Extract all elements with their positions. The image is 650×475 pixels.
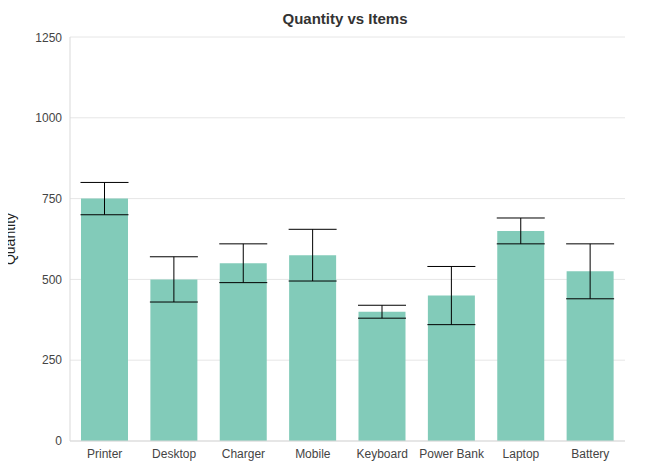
svg-text:Printer: Printer	[87, 447, 122, 461]
svg-text:250: 250	[42, 353, 62, 367]
svg-text:1250: 1250	[35, 31, 62, 45]
svg-text:Keyboard: Keyboard	[357, 447, 408, 461]
svg-text:500: 500	[42, 273, 62, 287]
svg-text:Quantity: Quantity	[8, 213, 18, 265]
svg-text:Power Bank: Power Bank	[419, 447, 485, 461]
svg-text:Battery: Battery	[571, 447, 609, 461]
svg-text:Charger: Charger	[222, 447, 265, 461]
svg-text:Laptop: Laptop	[503, 447, 540, 461]
svg-text:750: 750	[42, 192, 62, 206]
svg-text:1000: 1000	[35, 111, 62, 125]
html-text:Quantity vs Items: Quantity vs Items	[282, 10, 408, 27]
svg-text:0: 0	[55, 434, 62, 448]
svg-text:Mobile: Mobile	[295, 447, 331, 461]
svg-text:Desktop: Desktop	[152, 447, 196, 461]
